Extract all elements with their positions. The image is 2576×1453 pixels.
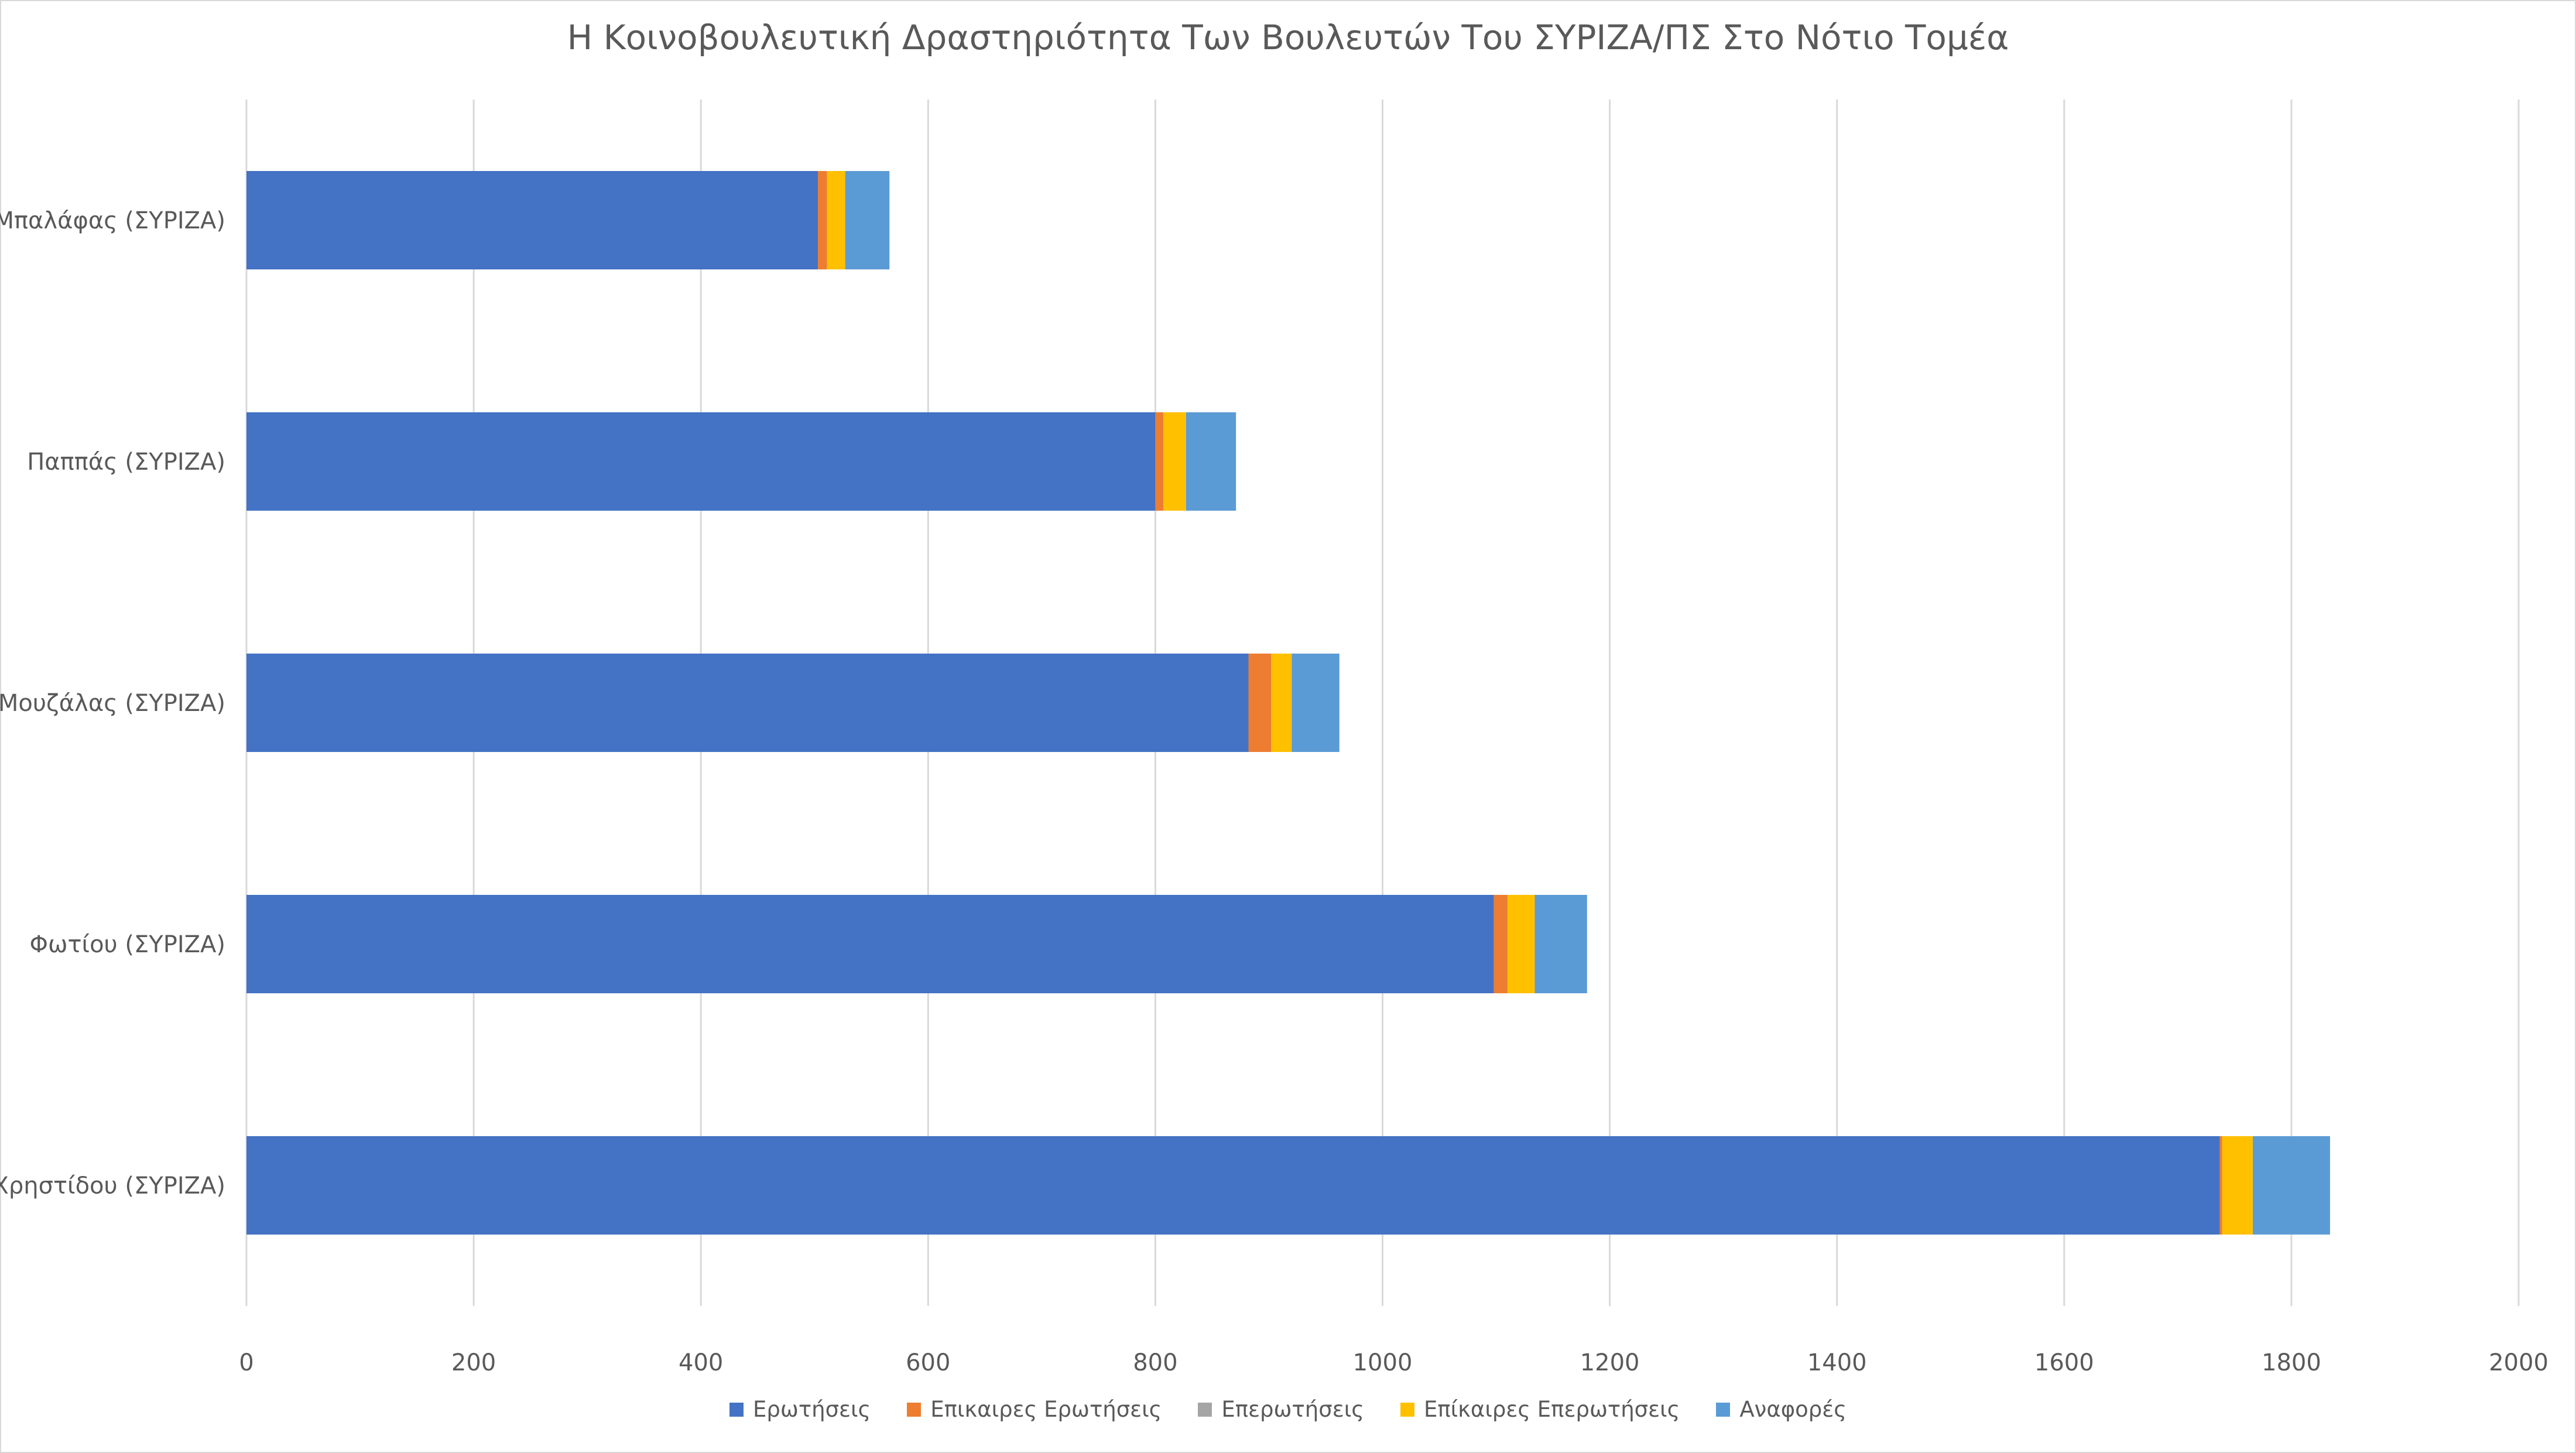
x-tick-label-10: 2000	[2489, 1349, 2548, 1376]
legend-item-3: Επίκαιρες Επερωτήσεις	[1400, 1397, 1680, 1422]
legend-swatch-3	[1400, 1402, 1414, 1417]
bar-segment-0-4	[845, 171, 890, 269]
x-tick-label-2: 400	[679, 1349, 723, 1376]
bar-segment-1-0	[246, 412, 1156, 511]
legend-swatch-0	[729, 1402, 744, 1417]
bar-segment-0-3	[827, 171, 845, 269]
y-tick-label-1: Παππάς (ΣΥΡΙΖΑ)	[27, 449, 225, 476]
y-tick-label-3: Φωτίου (ΣΥΡΙΖΑ)	[29, 931, 225, 958]
bar-segment-4-1	[2219, 1136, 2222, 1235]
bar-segment-1-4	[1186, 412, 1236, 511]
legend-item-4: Αναφορές	[1716, 1397, 1847, 1422]
legend-label-2: Επερωτήσεις	[1221, 1397, 1364, 1422]
bar-segment-3-3	[1507, 895, 1535, 993]
y-tick-label-4: Χρηστίδου (ΣΥΡΙΖΑ)	[0, 1172, 225, 1199]
legend-item-0: Ερωτήσεις	[729, 1397, 871, 1422]
x-tick-label-4: 800	[1133, 1349, 1177, 1376]
bar-segment-1-3	[1163, 412, 1186, 511]
legend-swatch-4	[1716, 1402, 1731, 1417]
legend-label-0: Ερωτήσεις	[753, 1397, 871, 1422]
x-tick-label-0: 0	[239, 1349, 254, 1376]
legend-label-1: Επικαιρες Ερωτήσεις	[930, 1397, 1162, 1422]
x-tick-label-8: 1600	[2034, 1349, 2094, 1376]
legend-swatch-2	[1198, 1402, 1212, 1417]
legend-label-3: Επίκαιρες Επερωτήσεις	[1423, 1397, 1680, 1422]
x-tick-label-7: 1400	[1807, 1349, 1867, 1376]
legend-swatch-1	[907, 1402, 922, 1417]
x-tick-label-5: 1000	[1353, 1349, 1413, 1376]
bar-segment-3-1	[1493, 895, 1508, 993]
x-tick-label-1: 200	[451, 1349, 496, 1376]
bar-segment-2-4	[1292, 654, 1340, 752]
legend-item-2: Επερωτήσεις	[1198, 1397, 1364, 1422]
legend-label-4: Αναφορές	[1739, 1397, 1847, 1422]
bar-segment-2-3	[1271, 654, 1292, 752]
bar-segment-4-3	[2222, 1136, 2253, 1235]
y-tick-label-2: Μουζάλας (ΣΥΡΙΖΑ)	[0, 690, 225, 717]
bar-segment-4-0	[246, 1136, 2220, 1235]
y-tick-label-0: Μπαλάφας (ΣΥΡΙΖΑ)	[0, 207, 225, 234]
bar-segment-2-1	[1248, 654, 1272, 752]
bar-segment-3-0	[246, 895, 1494, 993]
x-tick-label-3: 600	[906, 1349, 950, 1376]
legend-item-1: Επικαιρες Ερωτήσεις	[907, 1397, 1162, 1422]
bar-segment-1-1	[1155, 412, 1163, 511]
bar-segment-0-1	[818, 171, 827, 269]
bar-segment-4-4	[2252, 1136, 2330, 1235]
bar-segment-3-4	[1534, 895, 1587, 993]
bar-segment-0-0	[246, 171, 818, 269]
x-tick-label-6: 1200	[1580, 1349, 1640, 1376]
chart-legend: Ερωτήσεις Επικαιρες Ερωτήσεις Επερωτήσεις Ε…	[0, 1397, 2576, 1422]
chart-title: Η Κοινοβουλευτική Δραστηριότητα Των Βουλ…	[567, 18, 2009, 57]
bar-segment-2-0	[246, 654, 1249, 752]
x-tick-label-9: 1800	[2262, 1349, 2321, 1376]
